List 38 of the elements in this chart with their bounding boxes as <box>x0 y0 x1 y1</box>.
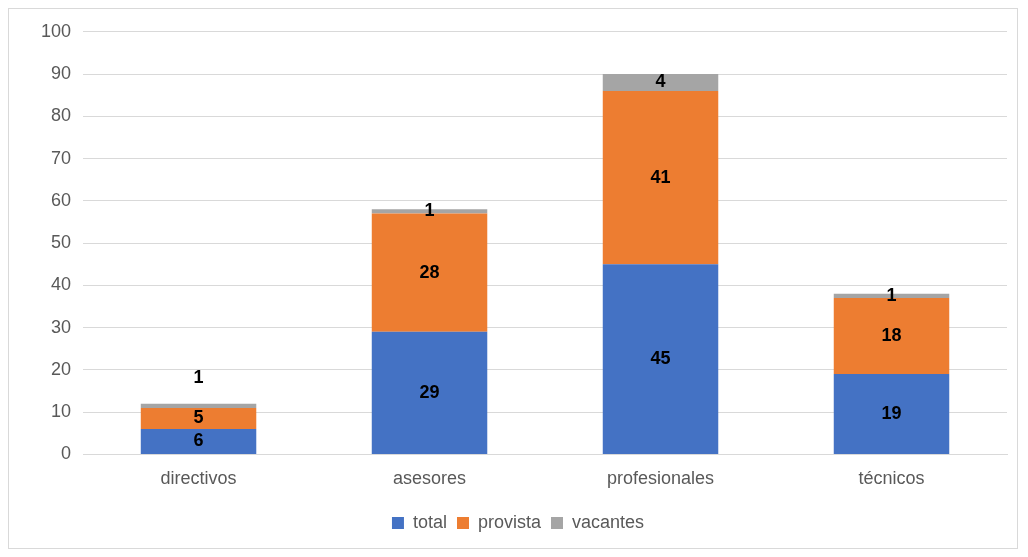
y-tick-label: 10 <box>51 401 72 422</box>
bar <box>602 74 719 91</box>
bar <box>140 429 257 454</box>
x-tick-label: asesores <box>393 468 467 489</box>
y-tick-label: 80 <box>51 105 72 126</box>
data-label: 19 <box>881 402 902 423</box>
legend-label: total <box>412 511 447 532</box>
y-tick-label: 0 <box>61 443 72 464</box>
x-tick-label: técnicos <box>858 468 925 489</box>
bar <box>140 407 257 430</box>
y-tick-label: 50 <box>51 232 72 253</box>
data-label: 5 <box>193 407 204 428</box>
y-tick-label: 60 <box>51 189 72 210</box>
legend-label: vacantes <box>572 511 645 532</box>
y-tick-label: 100 <box>40 20 72 41</box>
y-tick-label: 40 <box>51 274 72 295</box>
legend-label: provista <box>477 511 542 532</box>
bar <box>602 264 719 454</box>
data-label: 1 <box>193 366 204 387</box>
data-label: 29 <box>419 381 440 402</box>
data-label: 41 <box>650 166 671 187</box>
data-label: 1 <box>424 200 435 221</box>
data-label: 4 <box>655 71 666 92</box>
data-label: 45 <box>650 348 671 369</box>
bar <box>833 374 950 454</box>
data-label: 1 <box>886 284 897 305</box>
x-tick-label: profesionales <box>606 468 715 489</box>
y-tick-label: 90 <box>51 63 72 84</box>
data-label: 18 <box>881 325 902 346</box>
bar <box>140 403 257 408</box>
x-tick-label: directivos <box>160 468 237 489</box>
y-tick-label: 30 <box>51 316 72 337</box>
y-tick-label: 70 <box>51 147 72 168</box>
data-label: 28 <box>419 261 440 282</box>
y-tick-label: 20 <box>51 358 72 379</box>
bar <box>602 90 719 265</box>
data-label: 6 <box>193 430 204 451</box>
bar <box>371 331 488 454</box>
